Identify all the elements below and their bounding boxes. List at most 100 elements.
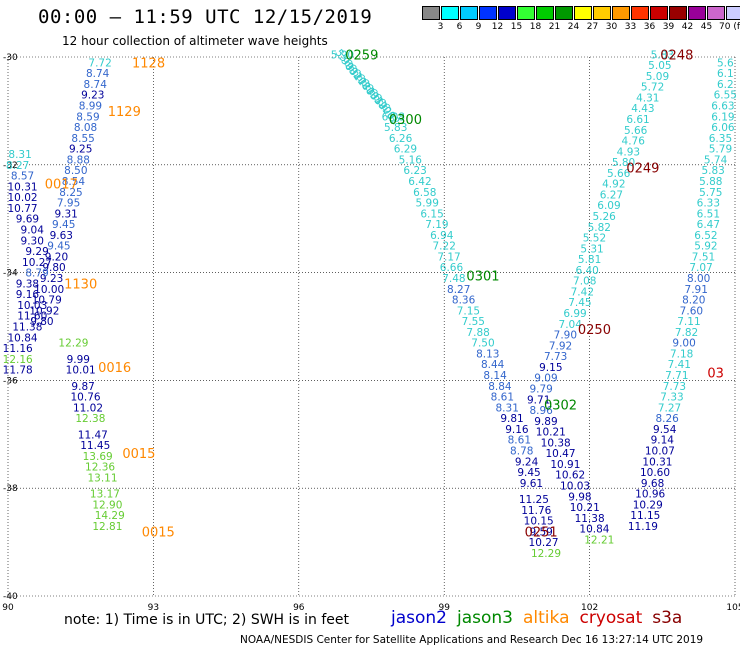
colorbar-cell xyxy=(555,6,573,20)
swh-value: 8.13 xyxy=(476,348,499,360)
swh-value: 5.92 xyxy=(694,241,717,253)
swh-value: 6.55 xyxy=(714,90,737,102)
swh-value: 7.55 xyxy=(462,316,485,328)
swh-value: 13.17 xyxy=(90,489,120,501)
swh-value: 4.31 xyxy=(636,92,659,104)
x-tick-label: 90 xyxy=(2,603,14,613)
swh-value: 7.71 xyxy=(665,370,688,382)
swh-value: 8.61 xyxy=(491,392,514,404)
swh-value: 11.15 xyxy=(630,510,660,522)
swh-value: 7.17 xyxy=(437,251,460,263)
colorbar-label: 21 xyxy=(548,22,561,32)
colorbar-cell xyxy=(631,6,649,20)
swh-value: 10.92 xyxy=(29,305,59,317)
pass-time-label: 0016 xyxy=(98,361,131,376)
swh-value: 5.6 xyxy=(717,57,734,69)
chart-title: 00:00 – 11:59 UTC 12/15/2019 xyxy=(38,6,373,28)
swh-value: 6.33 xyxy=(697,198,720,210)
swh-value: 8.74 xyxy=(84,79,108,91)
swh-value: 5.82 xyxy=(588,222,611,234)
swh-value: 8.44 xyxy=(481,359,505,371)
colorbar-cell xyxy=(612,6,630,20)
swh-value: 10.38 xyxy=(541,437,571,449)
swh-value: 7.92 xyxy=(549,340,572,352)
swh-value: 5.83 xyxy=(701,165,724,177)
swh-value: 12.38 xyxy=(75,413,105,425)
swh-value: 8.00 xyxy=(687,273,710,285)
colorbar-label: 3 xyxy=(437,22,444,32)
swh-value: 9.54 xyxy=(653,424,677,436)
swh-value: 5.16 xyxy=(399,154,423,166)
swh-value: 9.23 xyxy=(81,90,104,102)
swh-value: 5.88 xyxy=(699,176,722,188)
colorbar-label: 18 xyxy=(529,22,542,32)
swh-value: 8.14 xyxy=(483,370,507,382)
swh-value: 12.90 xyxy=(92,499,122,511)
swh-value: 6.94 xyxy=(430,230,454,242)
swh-value: 9.38 xyxy=(16,278,39,290)
swh-value: 7.45 xyxy=(568,297,591,309)
swh-value: 7.51 xyxy=(692,251,715,263)
pass-time-label: 03 xyxy=(707,366,724,381)
swh-value: 11.38 xyxy=(575,513,605,525)
swh-value: 5.81 xyxy=(578,254,601,266)
swh-value: 9.15 xyxy=(539,362,562,374)
pass-time-label: 0259 xyxy=(345,48,378,63)
swh-value: 9.09 xyxy=(534,373,557,385)
credit-text: NOAA/NESDIS Center for Satellite Applica… xyxy=(240,634,704,646)
swh-value: 9.69 xyxy=(16,214,39,226)
swh-value: 8.20 xyxy=(682,295,705,307)
swh-value: 8.25 xyxy=(59,187,82,199)
y-tick-label: -32 xyxy=(3,161,18,171)
swh-value: 7.27 xyxy=(658,402,681,414)
swh-value: 7.73 xyxy=(663,381,686,393)
swh-value: 11.38 xyxy=(12,322,42,334)
swh-value: 10.03 xyxy=(560,481,590,493)
swh-value: 6.99 xyxy=(563,308,586,320)
swh-value: 9.16 xyxy=(505,424,529,436)
swh-value: 8.26 xyxy=(655,413,679,425)
x-tick-label: 105 xyxy=(726,603,740,613)
swh-value: 7.82 xyxy=(675,327,698,339)
swh-value: 6.06 xyxy=(711,122,735,134)
swh-value: 9.30 xyxy=(21,235,44,247)
colorbar-cell xyxy=(422,6,440,20)
swh-value: 9.20 xyxy=(45,251,68,263)
pass-time-label: 0248 xyxy=(660,48,693,63)
swh-value: 8.99 xyxy=(79,101,102,113)
swh-value: 12.29 xyxy=(58,338,88,350)
swh-value: 11.76 xyxy=(521,505,551,517)
swh-value: 9.29 xyxy=(25,246,48,258)
swh-value: 8.27 xyxy=(447,284,470,296)
swh-value: 10.29 xyxy=(633,499,663,511)
swh-value: 14.29 xyxy=(95,510,125,522)
swh-value: 9.61 xyxy=(520,478,543,490)
swh-value: 7.50 xyxy=(471,338,494,350)
swh-value: 8.79 xyxy=(25,268,48,280)
swh-value: 7.88 xyxy=(466,327,489,339)
swh-value: 6.2 xyxy=(717,79,734,91)
swh-value: 10.03 xyxy=(17,300,47,312)
swh-value: 9.63 xyxy=(50,230,73,242)
swh-value: 8.88 xyxy=(67,154,90,166)
swh-value: 11.78 xyxy=(3,365,33,377)
y-tick-label: -40 xyxy=(3,592,18,602)
pass-time-label: 0015 xyxy=(142,525,175,540)
swh-value: 12.16 xyxy=(3,354,33,366)
swh-value: 8.08 xyxy=(74,122,97,134)
swh-value: 6.61 xyxy=(626,114,649,126)
swh-value: 7.15 xyxy=(457,305,480,317)
satellite-legend: jason2 jason3 altika cryosat s3a xyxy=(391,608,692,630)
swh-value: 10.07 xyxy=(645,445,675,457)
swh-value: 10.27 xyxy=(529,537,559,549)
swh-value: 10.31 xyxy=(8,181,38,193)
swh-value: 11.02 xyxy=(73,402,103,414)
swh-value: 7.19 xyxy=(425,219,448,231)
swh-value: 6.23 xyxy=(403,165,426,177)
swh-value: 8.57 xyxy=(11,171,34,183)
swh-value: 8.61 xyxy=(508,435,531,447)
swh-value: 5.80 xyxy=(612,157,635,169)
swh-value: 8.27 xyxy=(6,160,29,172)
swh-value: 7.11 xyxy=(677,316,700,328)
